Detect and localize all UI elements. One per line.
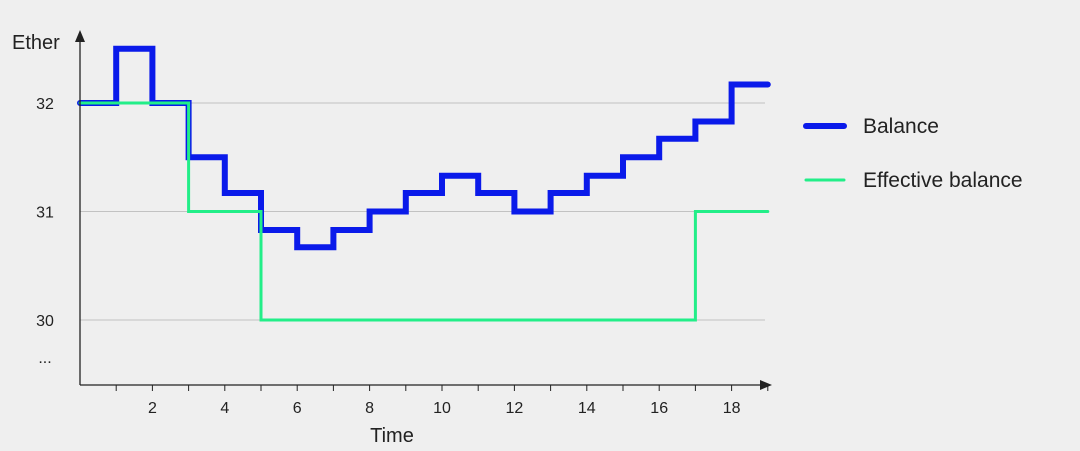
x-tick-label: 8 <box>365 400 374 417</box>
y-tick-label: 30 <box>36 313 54 330</box>
x-tick-label: 18 <box>723 400 741 417</box>
x-axis-arrow <box>760 380 772 390</box>
x-tick-label: 10 <box>433 400 451 417</box>
y-axis-title: Ether <box>12 32 60 54</box>
y-ellipsis: ... <box>38 350 51 367</box>
x-axis-title: Time <box>370 425 414 447</box>
y-tick-label: 32 <box>36 96 54 113</box>
legend-label: Effective balance <box>863 169 1023 192</box>
tick-labels: 2 4 6 8 10 12 14 16 18 30 31 32 <box>36 96 740 417</box>
x-tick-label: 6 <box>293 400 302 417</box>
plot-area <box>77 45 771 322</box>
y-tick-label: 31 <box>36 205 54 222</box>
axes <box>75 30 772 391</box>
series-line-balance <box>77 45 771 251</box>
x-tick-label: 12 <box>506 400 524 417</box>
grid-lines <box>80 102 765 321</box>
y-axis-arrow <box>75 30 85 42</box>
series-line-effective-balance <box>78 101 770 322</box>
x-tick-label: 16 <box>650 400 668 417</box>
x-tick-label: 4 <box>220 400 229 417</box>
x-tick-label: 2 <box>148 400 157 417</box>
legend-label: Balance <box>863 115 939 138</box>
x-tick-label: 14 <box>578 400 596 417</box>
legend: Balance Effective balance <box>803 115 1023 192</box>
